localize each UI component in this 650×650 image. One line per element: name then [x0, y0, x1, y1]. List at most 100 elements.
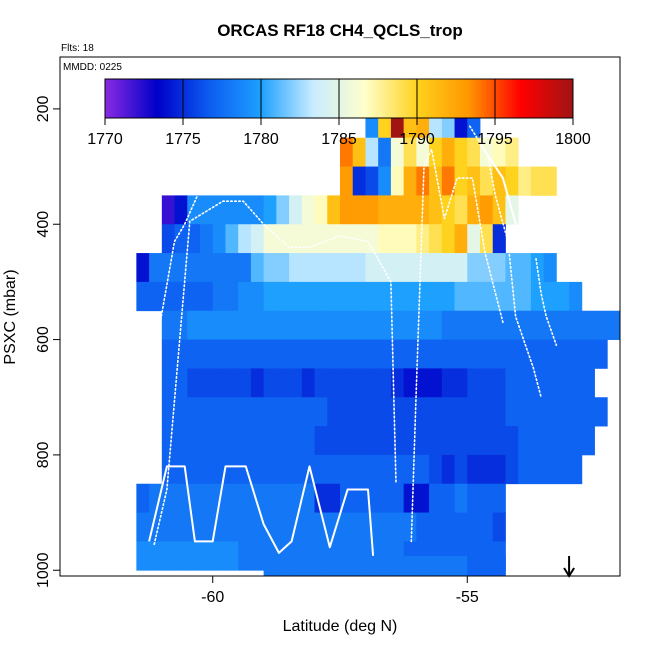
- colorbar-tick-label: 1775: [165, 131, 201, 148]
- heatmap-cell: [416, 137, 430, 167]
- x-axis-label: Latitude (deg N): [283, 618, 398, 635]
- heatmap-cell: [238, 253, 252, 283]
- y-tick-label: 1000: [35, 552, 52, 588]
- heatmap-cell: [200, 426, 214, 456]
- heatmap-cell: [149, 281, 163, 312]
- heatmap-cell: [187, 310, 201, 340]
- heatmap-cell: [225, 224, 239, 254]
- heatmap-cell: [518, 426, 532, 456]
- heatmap-cell: [327, 195, 341, 225]
- heatmap-cell: [467, 483, 481, 513]
- heatmap-cell: [441, 281, 455, 312]
- heatmap-cell: [467, 166, 481, 196]
- y-tick-label: 600: [35, 326, 52, 353]
- heatmap-cell: [530, 426, 545, 456]
- heatmap-cell: [480, 310, 494, 340]
- heatmap-cell: [327, 253, 341, 283]
- heatmap-cell: [161, 541, 175, 571]
- heatmap-cell: [365, 281, 379, 312]
- heatmap-cell: [174, 339, 188, 369]
- heatmap-cell: [416, 555, 430, 576]
- heatmap-cell: [556, 397, 570, 427]
- heatmap-cell: [352, 397, 366, 427]
- heatmap-cell: [480, 426, 494, 456]
- heatmap-cell: [390, 224, 405, 254]
- heatmap-cell: [365, 368, 379, 398]
- heatmap-cell: [200, 281, 214, 312]
- heatmap-cell: [403, 339, 417, 369]
- heatmap-cell: [327, 454, 341, 485]
- heatmap-cell: [161, 368, 175, 398]
- heatmap-cell: [174, 426, 188, 456]
- heatmap-cell: [403, 137, 417, 167]
- heatmap-cell: [378, 397, 392, 427]
- heatmap-cell: [378, 224, 392, 254]
- heatmap-cell: [225, 253, 239, 283]
- heatmap-cell: [365, 426, 379, 456]
- heatmap-cell: [314, 454, 328, 485]
- heatmap-cell: [378, 555, 392, 576]
- heatmap-cell: [314, 368, 328, 398]
- heatmap-cell: [467, 512, 481, 542]
- heatmap-cell: [480, 555, 494, 576]
- heatmap-cell: [340, 368, 354, 398]
- heatmap-cell: [187, 454, 201, 485]
- heatmap-cell: [289, 454, 303, 485]
- heatmap-cell: [276, 195, 290, 225]
- heatmap-cell: [454, 555, 468, 576]
- heatmap-cell: [429, 195, 443, 225]
- heatmap-cell: [263, 195, 277, 225]
- heatmap-cell: [314, 426, 328, 456]
- heatmap-cell: [314, 397, 328, 427]
- heatmap-cell: [429, 397, 443, 427]
- heatmap-cell: [225, 397, 239, 427]
- heatmap-cell: [429, 137, 443, 167]
- heatmap-cell: [403, 224, 417, 254]
- heatmap-cell: [467, 253, 481, 283]
- heatmap-cell: [200, 397, 214, 427]
- heatmap-cell: [378, 166, 392, 196]
- heatmap-cell: [390, 454, 405, 485]
- heatmap-cell: [301, 253, 315, 283]
- heatmap-cell: [250, 541, 265, 571]
- heatmap-cell: [441, 555, 455, 576]
- heatmap-cell: [390, 339, 405, 369]
- heatmap-cell: [569, 310, 583, 340]
- heatmap-cell: [441, 368, 455, 398]
- heatmap-cell: [276, 281, 290, 312]
- heatmap-cell: [161, 253, 175, 283]
- heatmap-cell: [352, 555, 366, 576]
- heatmap-cell: [225, 310, 239, 340]
- heatmap-cell: [505, 426, 519, 456]
- heatmap-cell: [454, 483, 468, 513]
- heatmap-cell: [225, 339, 239, 369]
- heatmap-cell: [174, 368, 188, 398]
- heatmap-cell: [530, 454, 545, 485]
- heatmap-cell: [340, 253, 354, 283]
- heatmap-cell: [454, 253, 468, 283]
- heatmap-cell: [390, 253, 405, 283]
- heatmap-cell: [187, 541, 201, 571]
- heatmap-cell: [174, 512, 188, 542]
- heatmap-cell: [441, 224, 455, 254]
- heatmap-cell: [187, 281, 201, 312]
- heatmap-cell: [581, 426, 595, 456]
- heatmap-cell: [250, 339, 265, 369]
- heatmap-cell: [187, 426, 201, 456]
- heatmap-cell: [594, 310, 608, 340]
- heatmap-cell: [276, 310, 290, 340]
- heatmap-cell: [416, 397, 430, 427]
- flight-track: [143, 194, 199, 416]
- heatmap-cell: [340, 397, 354, 427]
- heatmap-cell: [225, 454, 239, 485]
- heatmap-cell: [276, 483, 290, 513]
- heatmap-cell: [441, 397, 455, 427]
- heatmap-cell: [518, 339, 532, 369]
- heatmap-cell: [492, 454, 506, 485]
- heatmap-cell: [441, 426, 455, 456]
- heatmap-cell: [429, 555, 443, 576]
- heatmap-cell: [161, 195, 175, 225]
- colorbar-tick-label: 1780: [243, 131, 279, 148]
- heatmap-cell: [149, 253, 163, 283]
- heatmap-cell: [314, 310, 328, 340]
